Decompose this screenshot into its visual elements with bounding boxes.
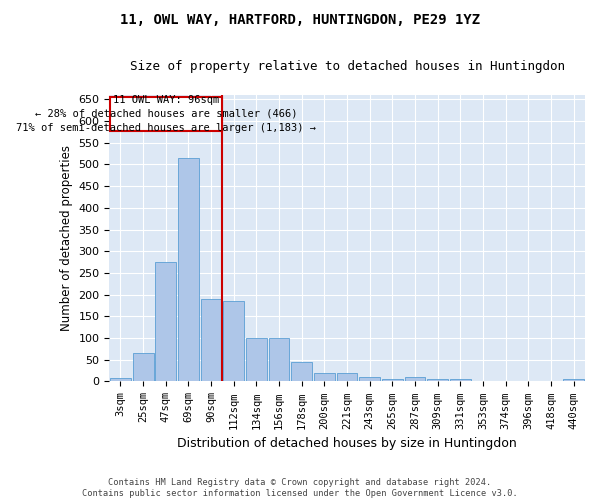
Bar — [337, 373, 358, 382]
Bar — [200, 299, 221, 382]
Bar — [269, 338, 289, 382]
Bar — [314, 373, 335, 382]
Bar — [133, 353, 154, 382]
Bar — [404, 377, 425, 382]
Title: Size of property relative to detached houses in Huntingdon: Size of property relative to detached ho… — [130, 60, 565, 73]
Y-axis label: Number of detached properties: Number of detached properties — [59, 145, 73, 331]
Text: 11 OWL WAY: 96sqm
← 28% of detached houses are smaller (466)
71% of semi-detache: 11 OWL WAY: 96sqm ← 28% of detached hous… — [16, 95, 316, 133]
Bar — [359, 377, 380, 382]
Text: 11, OWL WAY, HARTFORD, HUNTINGDON, PE29 1YZ: 11, OWL WAY, HARTFORD, HUNTINGDON, PE29 … — [120, 12, 480, 26]
X-axis label: Distribution of detached houses by size in Huntingdon: Distribution of detached houses by size … — [177, 437, 517, 450]
Bar — [110, 378, 131, 382]
Bar — [382, 380, 403, 382]
Bar — [246, 338, 267, 382]
Bar — [223, 301, 244, 382]
Bar — [563, 380, 584, 382]
Bar — [110, 97, 223, 130]
Bar — [155, 262, 176, 382]
Bar — [450, 380, 471, 382]
Bar — [178, 158, 199, 382]
Bar — [427, 380, 448, 382]
Bar — [291, 362, 312, 382]
Text: Contains HM Land Registry data © Crown copyright and database right 2024.
Contai: Contains HM Land Registry data © Crown c… — [82, 478, 518, 498]
